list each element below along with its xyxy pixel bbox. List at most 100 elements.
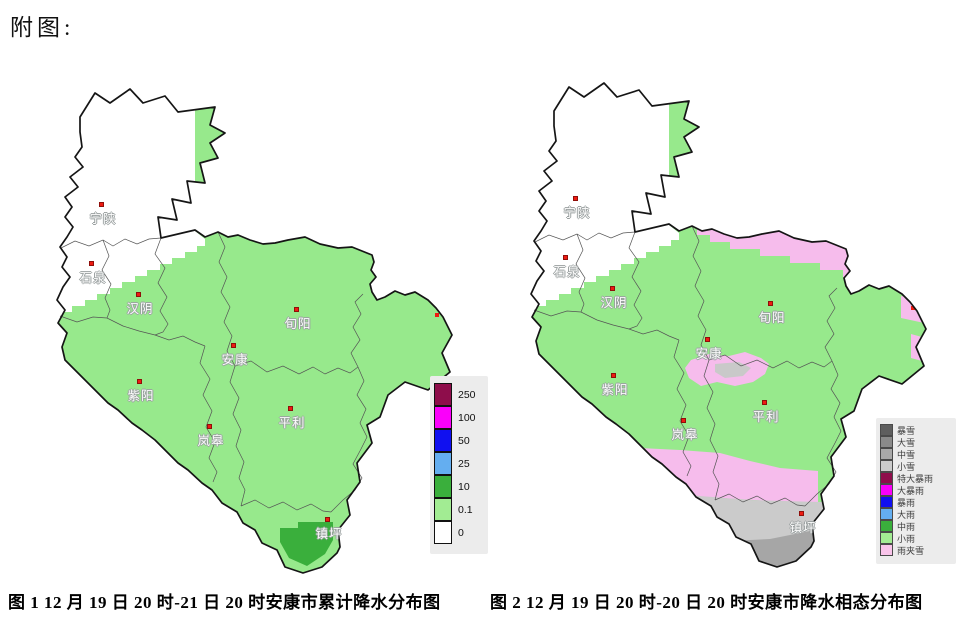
city-label-平利: 平利	[752, 410, 780, 424]
city-marker-镇坪	[799, 511, 804, 516]
city-marker-安康	[231, 343, 236, 348]
city-label-汉阴: 汉阴	[126, 302, 154, 316]
station-dot-east	[435, 313, 439, 317]
county-border-line	[533, 309, 680, 341]
legend1-0.1-row: 0.1	[434, 497, 488, 521]
city-marker-石泉	[563, 255, 568, 260]
county-border-line	[708, 354, 833, 369]
county-border-line	[703, 359, 720, 501]
map-svg	[56, 88, 453, 574]
county-border-line	[830, 360, 842, 444]
city-marker-宁陕	[99, 202, 104, 207]
legend1-10-swatch	[434, 474, 452, 498]
city-label-紫阳: 紫阳	[601, 383, 629, 397]
no-precip-region	[531, 83, 679, 312]
legend2-中雨-label: 中雨	[897, 521, 916, 532]
legend2-中雪-label: 中雪	[897, 449, 916, 460]
city-marker-平利	[762, 400, 767, 405]
legend1-50-label: 50	[458, 434, 470, 447]
city-label-紫阳: 紫阳	[127, 389, 155, 403]
legend2-中雪-swatch	[880, 447, 893, 460]
city-label-镇坪: 镇坪	[789, 521, 817, 535]
legend1-10-label: 10	[458, 480, 470, 493]
legend1-25-label: 25	[458, 457, 470, 470]
city-marker-宁陕	[573, 196, 578, 201]
city-label-安康: 安康	[221, 353, 249, 367]
legend2-暴雨-swatch	[880, 495, 893, 508]
legend1-250-label: 250	[458, 388, 476, 401]
legend1-25-row: 25	[434, 451, 488, 475]
legend1-0.1-label: 0.1	[458, 503, 473, 516]
legend2-雨夹雪-row: 雨夹雪	[880, 543, 956, 556]
legend1-50-swatch	[434, 428, 452, 452]
prefecture-outline	[530, 82, 927, 568]
legend2-小雨-swatch	[880, 531, 893, 544]
legend1-0-swatch	[434, 520, 452, 544]
city-marker-安康	[705, 337, 710, 342]
legend1-0-label: 0	[458, 526, 464, 539]
city-label-宁陕: 宁陕	[89, 212, 117, 226]
city-marker-镇坪	[325, 517, 330, 522]
figure1-caption: 图 1 12 月 19 日 20 时-21 日 20 时安康市累计降水分布图	[8, 593, 441, 612]
legend2-小雪-row: 小雪	[880, 459, 956, 472]
legend2-特大暴雨-row: 特大暴雨	[880, 471, 956, 484]
precip-overlays	[531, 83, 926, 567]
legend2-小雪-label: 小雪	[897, 461, 916, 472]
legend1-250-swatch	[434, 382, 452, 406]
legend2-大雪-row: 大雪	[880, 435, 956, 448]
figure2-caption: 图 2 12 月 19 日 20 时-20 日 20 时安康市降水相态分布图	[490, 593, 923, 612]
city-label-岚皋: 岚皋	[197, 434, 225, 448]
legend2-小雨-row: 小雨	[880, 531, 956, 544]
city-marker-岚皋	[207, 424, 212, 429]
city-marker-石泉	[89, 261, 94, 266]
city-label-宁陕: 宁陕	[563, 206, 591, 220]
county-border-line	[534, 231, 636, 243]
precip-amount-legend: 250 100 50 25 10 0.1 0	[430, 376, 488, 554]
prefecture-outline	[56, 88, 453, 574]
legend2-雨夹雪-swatch	[880, 543, 893, 556]
county-border-line	[229, 365, 246, 507]
legend2-雨夹雪-label: 雨夹雪	[897, 545, 925, 556]
legend1-25-swatch	[434, 451, 452, 475]
light-snow-patch-center	[715, 362, 751, 378]
legend2-大雨-swatch	[880, 507, 893, 520]
county-border-line	[217, 231, 236, 367]
legend2-暴雪-swatch	[880, 423, 893, 436]
precip-phase-legend: 暴雪 大雪 中雪 小雪 特大暴雨 大暴雨 暴雨 大雨 中雨 小雨 雨夹雪	[876, 418, 956, 564]
city-label-汉阴: 汉阴	[600, 296, 628, 310]
county-border-line	[691, 225, 710, 361]
legend2-大雨-row: 大雨	[880, 507, 956, 520]
precip-overlays	[57, 89, 439, 566]
county-border-line	[60, 237, 162, 249]
legend2-大暴雨-label: 大暴雨	[897, 485, 925, 496]
legend1-100-label: 100	[458, 411, 476, 424]
county-border-line	[59, 315, 206, 347]
county-border-line	[154, 237, 169, 336]
county-border-line	[575, 233, 586, 313]
legend2-暴雪-row: 暴雪	[880, 423, 956, 436]
city-marker-平利	[288, 406, 293, 411]
city-marker-汉阴	[136, 292, 141, 297]
legend1-250-row: 250	[434, 382, 488, 406]
city-marker-汉阴	[610, 286, 615, 291]
county-border-line	[199, 345, 218, 483]
county-border-line	[240, 499, 332, 513]
accumulated-precip-map: 宁陕 石泉 汉阴 紫阳 安康 旬阳 平利 岚皋 镇坪	[55, 70, 475, 585]
county-border-line	[350, 293, 364, 368]
county-border-line	[824, 287, 838, 362]
city-marker-紫阳	[611, 373, 616, 378]
county-border-line	[673, 339, 692, 477]
county-border-line	[356, 366, 368, 450]
legend2-大暴雨-row: 大暴雨	[880, 483, 956, 496]
legend2-暴雪-label: 暴雪	[897, 425, 916, 436]
no-precip-region	[57, 89, 205, 318]
county-border-line	[714, 493, 806, 507]
page-title: 附图:	[10, 15, 75, 40]
legend2-大雪-label: 大雪	[897, 437, 916, 448]
legend2-中雨-swatch	[880, 519, 893, 532]
legend2-小雪-swatch	[880, 459, 893, 472]
city-label-石泉: 石泉	[553, 265, 581, 279]
city-label-镇坪: 镇坪	[315, 527, 343, 541]
legend1-50-row: 50	[434, 428, 488, 452]
